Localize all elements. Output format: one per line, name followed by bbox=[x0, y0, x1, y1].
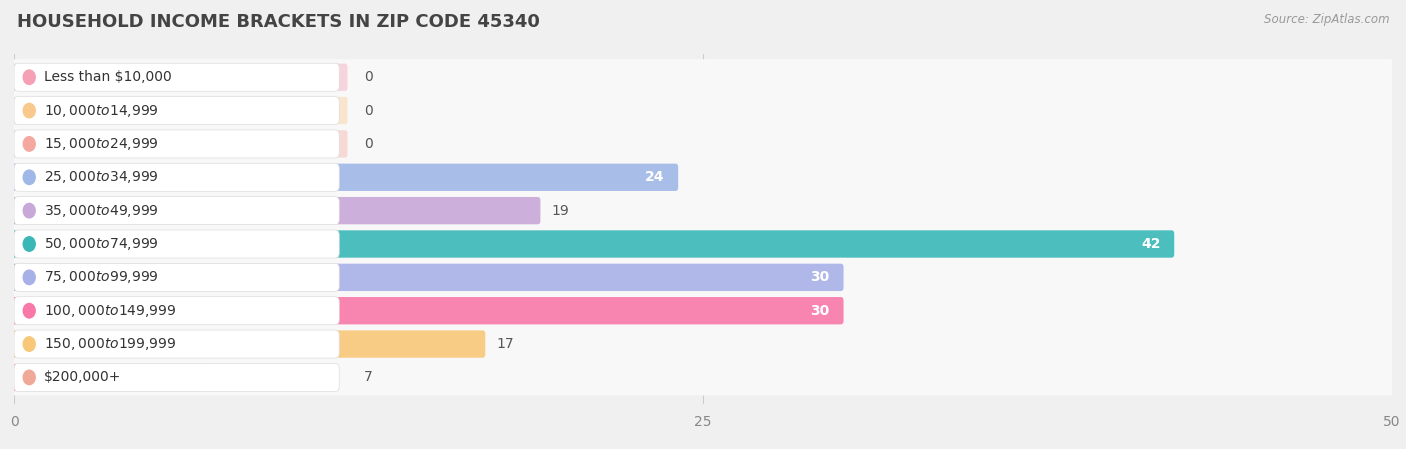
FancyBboxPatch shape bbox=[10, 359, 1396, 396]
FancyBboxPatch shape bbox=[10, 92, 1396, 128]
Text: 42: 42 bbox=[1140, 237, 1160, 251]
Text: HOUSEHOLD INCOME BRACKETS IN ZIP CODE 45340: HOUSEHOLD INCOME BRACKETS IN ZIP CODE 45… bbox=[17, 13, 540, 31]
Text: 7: 7 bbox=[364, 370, 373, 384]
FancyBboxPatch shape bbox=[11, 364, 209, 391]
Text: 30: 30 bbox=[810, 270, 830, 284]
Circle shape bbox=[24, 337, 35, 351]
FancyBboxPatch shape bbox=[10, 126, 1396, 162]
Text: 0: 0 bbox=[364, 70, 373, 84]
Circle shape bbox=[24, 203, 35, 218]
Text: 17: 17 bbox=[496, 337, 515, 351]
FancyBboxPatch shape bbox=[14, 63, 339, 91]
FancyBboxPatch shape bbox=[11, 297, 844, 324]
Circle shape bbox=[24, 170, 35, 185]
Circle shape bbox=[24, 237, 35, 251]
FancyBboxPatch shape bbox=[14, 97, 339, 124]
FancyBboxPatch shape bbox=[14, 163, 339, 191]
Circle shape bbox=[24, 370, 35, 385]
Text: $150,000 to $199,999: $150,000 to $199,999 bbox=[45, 336, 177, 352]
Circle shape bbox=[24, 70, 35, 84]
FancyBboxPatch shape bbox=[14, 197, 339, 224]
FancyBboxPatch shape bbox=[11, 330, 485, 358]
Text: $50,000 to $74,999: $50,000 to $74,999 bbox=[45, 236, 159, 252]
Text: $100,000 to $149,999: $100,000 to $149,999 bbox=[45, 303, 177, 319]
Text: 0: 0 bbox=[364, 104, 373, 118]
FancyBboxPatch shape bbox=[11, 197, 540, 224]
FancyBboxPatch shape bbox=[11, 264, 844, 291]
FancyBboxPatch shape bbox=[14, 264, 339, 291]
FancyBboxPatch shape bbox=[11, 130, 347, 158]
FancyBboxPatch shape bbox=[14, 363, 339, 392]
Text: $15,000 to $24,999: $15,000 to $24,999 bbox=[45, 136, 159, 152]
FancyBboxPatch shape bbox=[10, 193, 1396, 229]
Circle shape bbox=[24, 270, 35, 285]
FancyBboxPatch shape bbox=[14, 130, 339, 158]
Text: 30: 30 bbox=[810, 304, 830, 318]
FancyBboxPatch shape bbox=[10, 226, 1396, 262]
FancyBboxPatch shape bbox=[10, 293, 1396, 329]
Text: $200,000+: $200,000+ bbox=[45, 370, 122, 384]
Circle shape bbox=[24, 136, 35, 151]
Text: $35,000 to $49,999: $35,000 to $49,999 bbox=[45, 202, 159, 219]
Circle shape bbox=[24, 304, 35, 318]
Text: 24: 24 bbox=[645, 170, 665, 184]
FancyBboxPatch shape bbox=[10, 59, 1396, 95]
FancyBboxPatch shape bbox=[11, 230, 1174, 258]
Text: Source: ZipAtlas.com: Source: ZipAtlas.com bbox=[1264, 13, 1389, 26]
FancyBboxPatch shape bbox=[10, 260, 1396, 295]
Circle shape bbox=[24, 103, 35, 118]
Text: $25,000 to $34,999: $25,000 to $34,999 bbox=[45, 169, 159, 185]
FancyBboxPatch shape bbox=[10, 159, 1396, 195]
Text: 0: 0 bbox=[364, 137, 373, 151]
FancyBboxPatch shape bbox=[11, 163, 678, 191]
Text: $75,000 to $99,999: $75,000 to $99,999 bbox=[45, 269, 159, 286]
FancyBboxPatch shape bbox=[11, 97, 347, 124]
FancyBboxPatch shape bbox=[11, 64, 347, 91]
Text: 19: 19 bbox=[551, 204, 569, 218]
Text: Less than $10,000: Less than $10,000 bbox=[45, 70, 172, 84]
Text: $10,000 to $14,999: $10,000 to $14,999 bbox=[45, 102, 159, 119]
FancyBboxPatch shape bbox=[14, 297, 339, 325]
FancyBboxPatch shape bbox=[10, 326, 1396, 362]
FancyBboxPatch shape bbox=[14, 230, 339, 258]
FancyBboxPatch shape bbox=[14, 330, 339, 358]
